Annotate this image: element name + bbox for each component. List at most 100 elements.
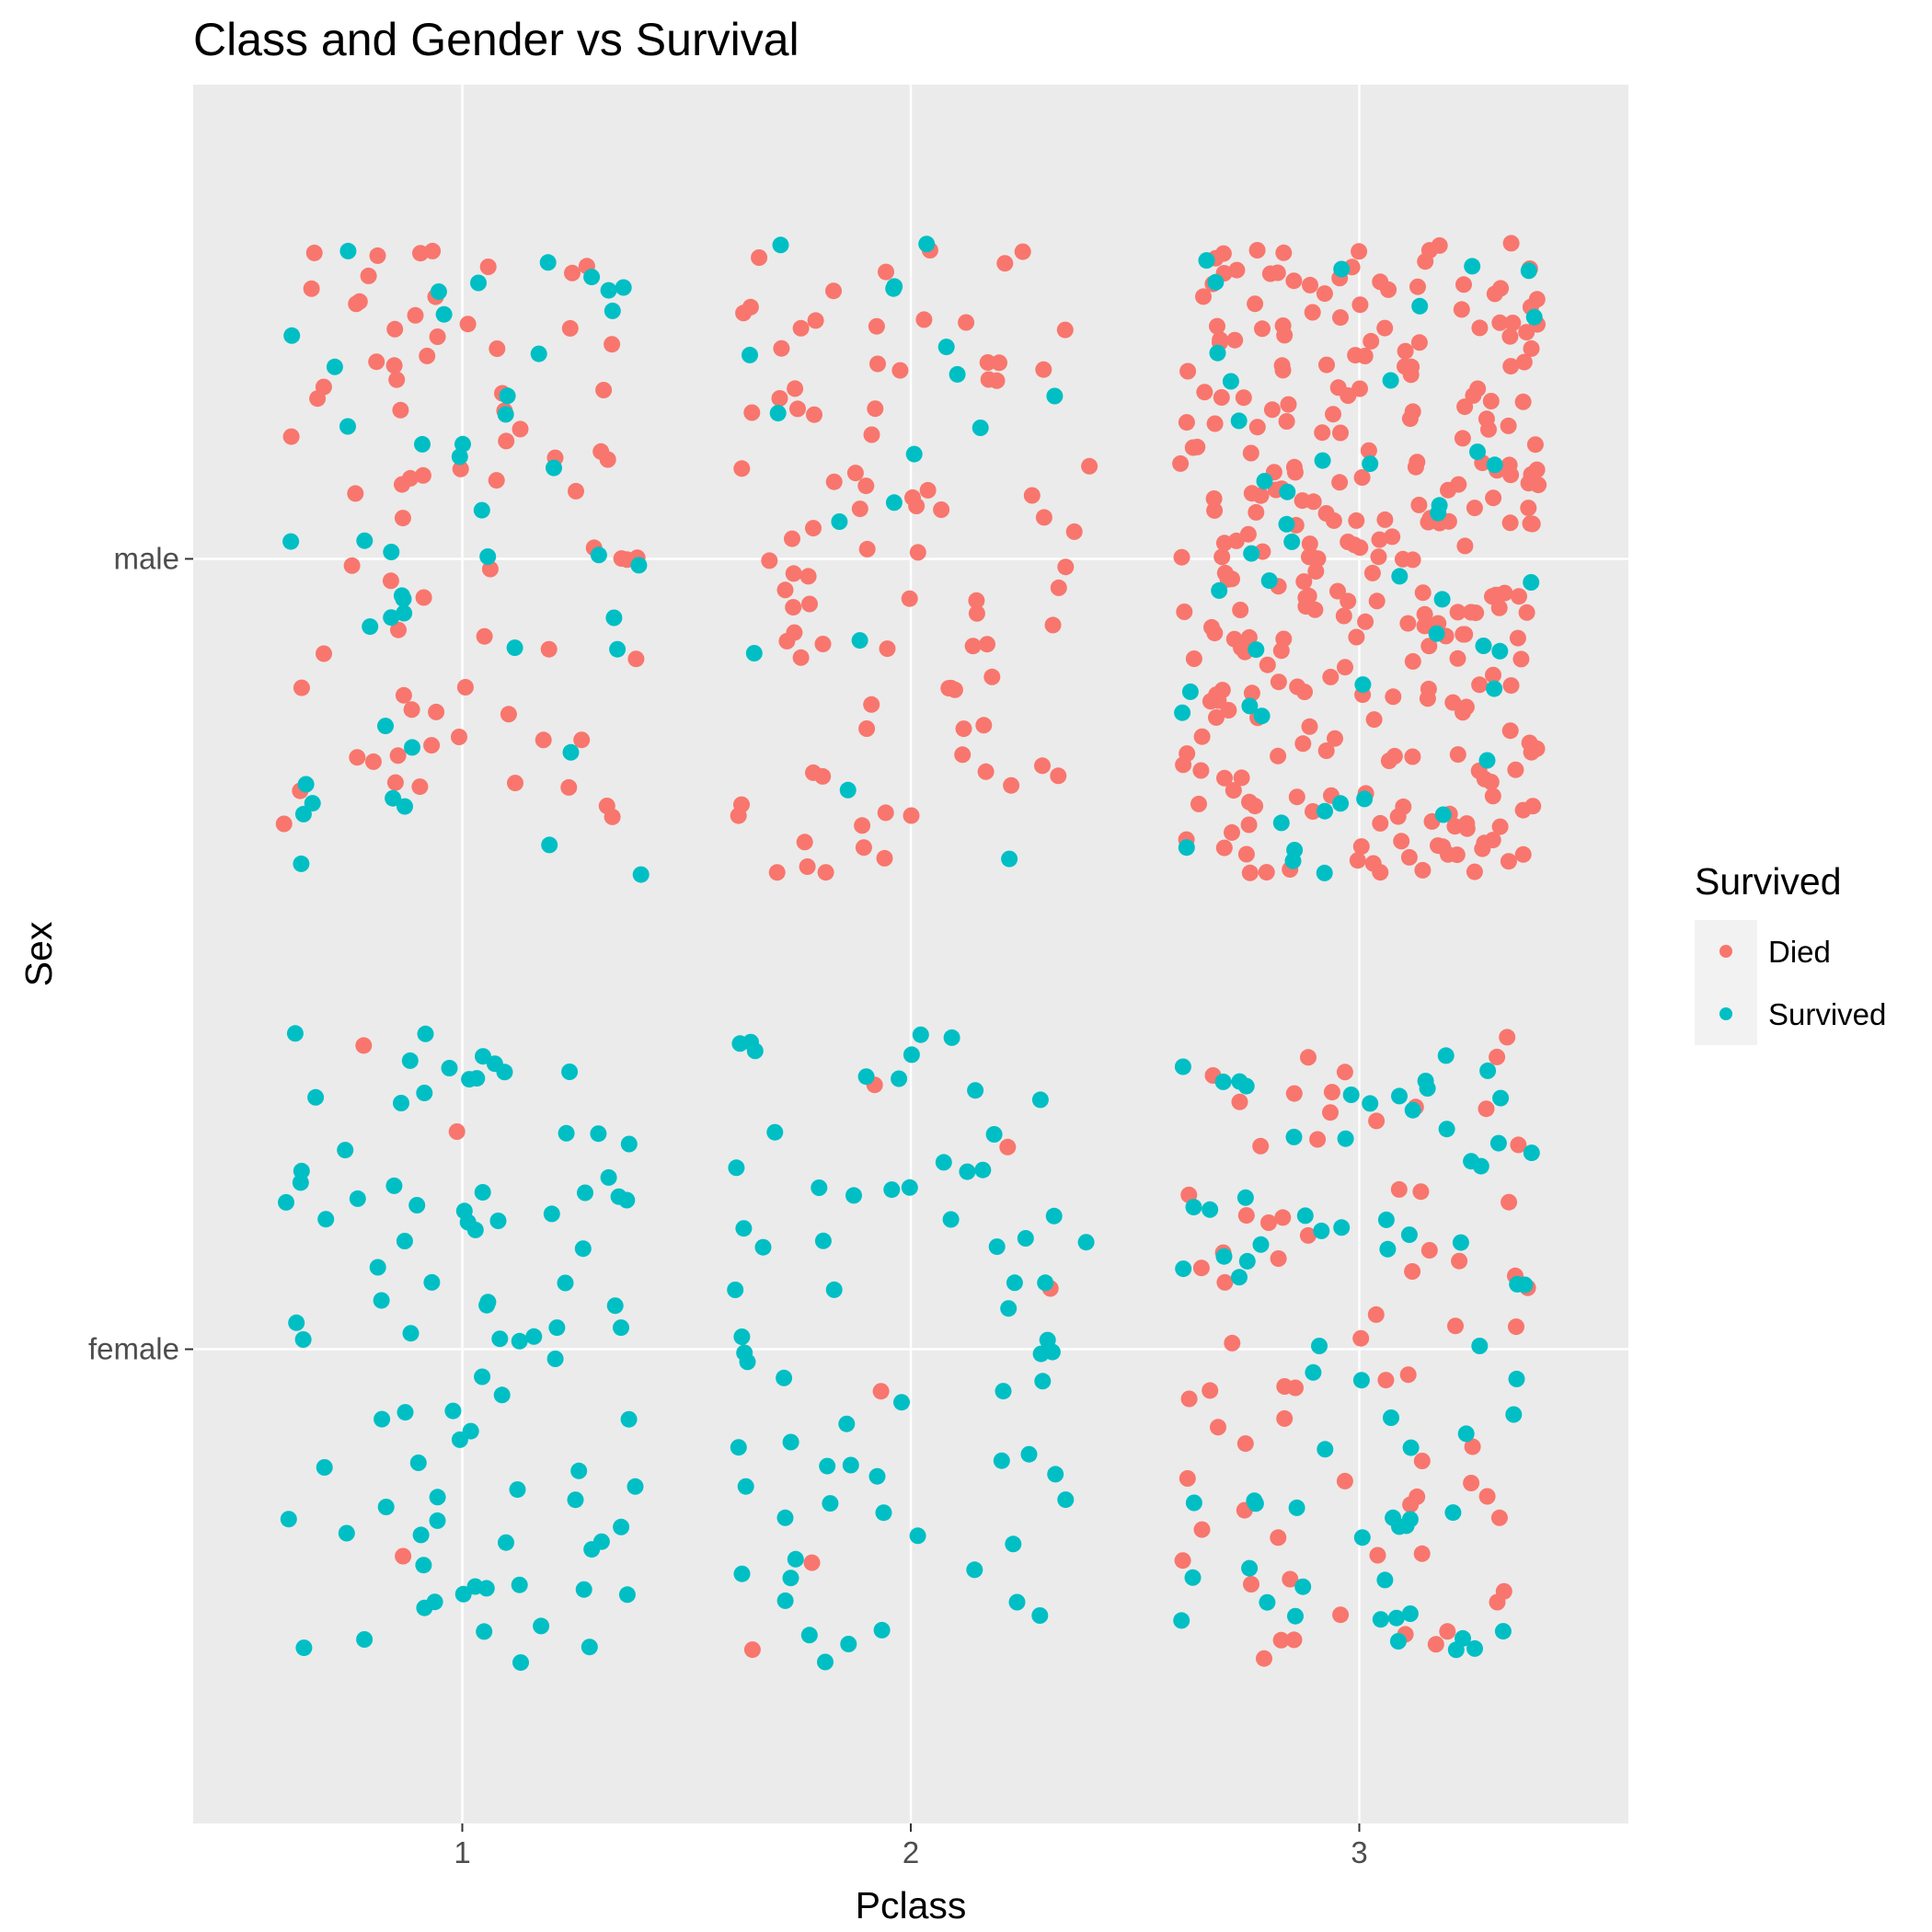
point-died [1385, 688, 1402, 706]
point-survived [1333, 260, 1351, 278]
point-died [459, 316, 477, 333]
legend: Survived Died Survived [1695, 860, 1886, 1045]
point-died [1003, 776, 1020, 794]
point-died [1056, 321, 1074, 339]
point-died [964, 638, 982, 655]
point-died [1172, 454, 1190, 472]
point-survived [511, 1332, 528, 1350]
point-died [1485, 666, 1501, 684]
point-died [806, 406, 822, 423]
point-survived [1433, 591, 1451, 608]
point-died [1242, 444, 1259, 462]
point-survived [903, 1046, 920, 1064]
point-survived [630, 557, 648, 574]
point-survived [546, 1351, 564, 1367]
point-died [778, 632, 796, 650]
point-died [846, 465, 864, 482]
point-died [1500, 417, 1517, 434]
point-died [1514, 845, 1532, 863]
point-died [540, 640, 558, 658]
chart-title: Class and Gender vs Survival [193, 14, 799, 65]
point-died [1081, 457, 1098, 475]
point-died [817, 864, 834, 881]
point-survived [937, 339, 955, 356]
point-died [560, 778, 578, 796]
point-survived [454, 435, 471, 453]
point-survived [1379, 1240, 1397, 1258]
point-died [1184, 439, 1202, 456]
point-survived [1045, 1207, 1063, 1225]
point-died [814, 636, 832, 652]
point-died [1193, 1521, 1211, 1538]
point-died [751, 249, 768, 266]
point-survived [1479, 1062, 1497, 1079]
point-died [1215, 535, 1233, 552]
point-survived [1389, 1633, 1407, 1650]
point-died [975, 717, 993, 734]
point-died [1252, 1137, 1270, 1155]
point-survived [409, 1455, 427, 1471]
point-survived [1209, 344, 1226, 362]
point-survived [470, 274, 487, 292]
point-died [1501, 514, 1519, 532]
point-survived [627, 1478, 644, 1495]
point-survived [620, 1410, 638, 1428]
point-died [1224, 570, 1240, 588]
point-survived [1174, 704, 1191, 721]
point-died [1216, 1273, 1234, 1291]
point-died [1240, 628, 1258, 646]
point-survived [461, 1071, 478, 1088]
point-died [1464, 1438, 1481, 1455]
point-died [1237, 1207, 1255, 1225]
point-survived [486, 1055, 503, 1073]
point-died [407, 306, 424, 324]
point-died [1489, 1048, 1506, 1065]
point-died [355, 1037, 373, 1054]
point-survived [618, 1586, 636, 1604]
point-died [1296, 684, 1313, 701]
point-died [1192, 1259, 1210, 1277]
point-died [773, 339, 790, 357]
point-survived [317, 1211, 335, 1228]
point-survived [733, 1328, 751, 1345]
point-died [1213, 548, 1231, 566]
point-survived [735, 1220, 753, 1237]
point-survived [479, 1294, 497, 1311]
point-died [488, 472, 505, 489]
point-died [1340, 592, 1357, 610]
point-died [1248, 503, 1265, 521]
point-died [349, 749, 366, 766]
point-survived [618, 1191, 636, 1209]
point-died [604, 336, 621, 353]
point-survived [605, 609, 623, 627]
point-died [1495, 1582, 1512, 1600]
point-died [1380, 753, 1397, 769]
point-died [1335, 607, 1352, 625]
point-survived [1047, 1466, 1064, 1483]
point-died [1332, 424, 1349, 442]
point-died [512, 420, 529, 438]
point-survived [737, 1478, 754, 1495]
point-survived [304, 795, 321, 812]
point-died [1206, 625, 1224, 642]
point-died [348, 295, 365, 313]
x-tick-label: 2 [903, 1835, 919, 1869]
point-died [1180, 1390, 1198, 1408]
point-died [315, 378, 332, 396]
point-died [1455, 276, 1472, 293]
point-died [1190, 795, 1207, 812]
point-died [1414, 584, 1432, 602]
point-died [1482, 393, 1500, 409]
point-died [598, 798, 615, 814]
point-died [1239, 525, 1257, 543]
point-survived [632, 866, 650, 883]
point-died [1035, 509, 1052, 526]
point-survived [562, 743, 580, 761]
point-died [1282, 1570, 1299, 1588]
point-survived [1411, 297, 1429, 315]
point-died [1524, 798, 1542, 815]
point-died [1371, 531, 1388, 548]
point-died [1407, 458, 1424, 476]
point-survived [1285, 1128, 1303, 1145]
point-survived [1238, 1252, 1256, 1270]
